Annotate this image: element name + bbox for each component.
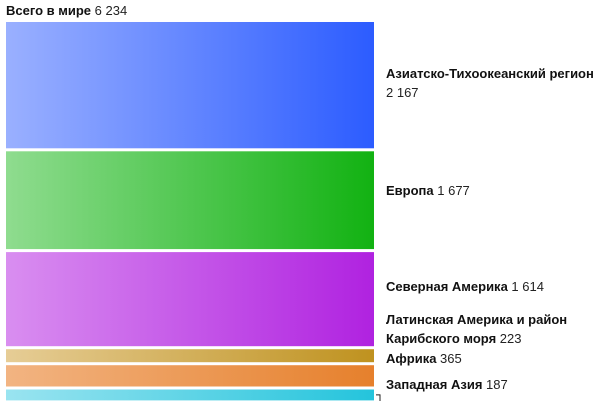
band-5 — [6, 389, 374, 401]
category-label-1: Европа 1 677 — [386, 183, 470, 198]
band-1 — [6, 151, 374, 250]
total-title: Всего в мире — [6, 3, 92, 18]
band-2 — [6, 252, 374, 347]
band-4 — [6, 365, 374, 387]
total-value: 6 234 — [94, 3, 128, 18]
category-label-3: Латинская Америка и район — [386, 312, 567, 327]
total-label: Всего в мире 6 234 — [6, 3, 127, 19]
category-label-2: Северная Америка 1 614 — [386, 279, 544, 294]
value-label-0: 2 167 — [386, 85, 419, 100]
band-3 — [6, 349, 374, 363]
category-label-5: Западная Азия 187 — [386, 377, 508, 392]
category-label-0: Азиатско-Тихоокеанский регион — [386, 66, 594, 81]
label-connector — [376, 394, 381, 401]
band-0 — [6, 22, 374, 149]
category-label-4: Африка 365 — [386, 351, 462, 366]
category-label-3: Карибского моря 223 — [386, 331, 521, 346]
